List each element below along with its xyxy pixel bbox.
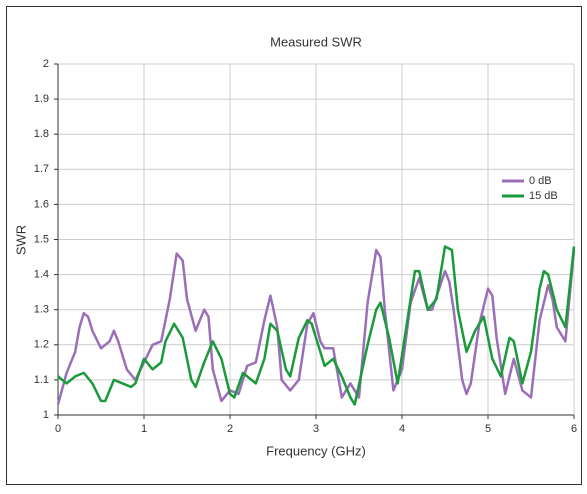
frame	[6, 6, 582, 485]
x-tick-label: 1	[141, 423, 147, 435]
y-axis-label: SWR	[13, 225, 28, 255]
x-tick-label: 0	[55, 423, 61, 435]
y-tick-label: 1.6	[34, 198, 49, 210]
y-tick-label: 1.8	[34, 128, 49, 140]
y-tick-label: 1.7	[34, 163, 49, 175]
x-axis-label: Frequency (GHz)	[266, 443, 366, 458]
y-tick-label: 1.1	[34, 374, 49, 386]
y-tick-label: 2	[43, 58, 49, 70]
x-tick-label: 2	[227, 423, 233, 435]
y-tick-label: 1	[43, 409, 49, 421]
chart-title: Measured SWR	[270, 34, 362, 49]
legend-label: 15 dB	[529, 190, 558, 202]
series-line	[57, 245, 576, 406]
y-tick-label: 1.3	[34, 304, 49, 316]
y-tick-label: 1.5	[34, 233, 49, 245]
x-tick-label: 5	[485, 423, 491, 435]
x-tick-label: 6	[571, 423, 577, 435]
y-tick-label: 1.2	[34, 339, 49, 351]
y-tick-label: 1.9	[34, 93, 49, 105]
legend-label: 0 dB	[529, 175, 552, 187]
x-tick-label: 4	[399, 423, 405, 435]
y-tick-label: 1.4	[34, 269, 49, 281]
x-tick-label: 3	[313, 423, 319, 435]
